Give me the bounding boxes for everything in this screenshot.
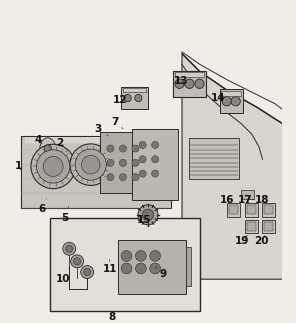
Circle shape [119,173,126,181]
Circle shape [83,268,91,276]
Circle shape [195,79,204,89]
Bar [220,89,243,113]
Text: 3: 3 [94,124,109,136]
Polygon shape [182,54,296,279]
Circle shape [63,242,76,255]
Bar [25,137,168,143]
Bar [241,190,254,199]
Text: 11: 11 [103,259,118,274]
Circle shape [139,141,146,149]
Circle shape [139,156,146,163]
Text: 13: 13 [174,76,189,86]
Circle shape [152,170,159,177]
Circle shape [136,251,146,261]
Circle shape [150,263,160,274]
Polygon shape [21,136,171,208]
Text: 4: 4 [34,135,42,145]
Bar [227,203,240,216]
Circle shape [107,173,114,181]
Circle shape [66,245,73,252]
Circle shape [107,145,114,152]
Circle shape [138,205,158,225]
Bar [247,222,256,231]
Text: 16: 16 [220,195,234,205]
Circle shape [222,97,231,106]
Bar [264,205,273,214]
Circle shape [136,263,146,274]
Bar [100,132,164,193]
Text: 12: 12 [113,95,128,105]
Bar [221,91,241,96]
Bar [132,129,178,201]
Circle shape [44,145,52,152]
Circle shape [121,263,132,274]
Text: 15: 15 [137,212,152,225]
Bar [186,247,191,287]
Circle shape [107,159,114,166]
Bar [262,203,275,216]
Bar [244,220,258,234]
Text: 8: 8 [109,311,119,322]
Bar [175,72,204,77]
Circle shape [132,159,139,166]
Bar [123,88,146,92]
Text: 9: 9 [155,267,167,279]
Circle shape [121,251,132,261]
Bar [264,222,273,231]
Text: 5: 5 [61,207,69,223]
Text: 10: 10 [56,268,70,284]
Bar [247,205,256,214]
Text: 2: 2 [56,138,67,152]
Circle shape [152,156,159,163]
Circle shape [81,155,100,174]
Circle shape [132,145,139,152]
Circle shape [124,95,131,102]
Text: 6: 6 [39,199,47,214]
Circle shape [81,266,94,278]
Circle shape [231,97,240,106]
Text: 1: 1 [15,162,22,172]
Circle shape [75,149,106,180]
Bar [118,240,186,294]
Bar [262,220,275,234]
Circle shape [70,144,112,185]
Text: 18: 18 [255,195,269,205]
Circle shape [135,95,142,102]
Circle shape [119,159,126,166]
Circle shape [119,145,126,152]
Circle shape [152,141,159,149]
Circle shape [139,170,146,177]
Text: 7: 7 [111,117,123,129]
Circle shape [150,251,160,261]
Circle shape [185,79,194,89]
Bar [121,87,148,109]
Bar [244,203,258,216]
Circle shape [43,156,63,176]
Text: 17: 17 [237,195,252,205]
Bar [173,71,206,97]
Text: 19: 19 [235,235,249,245]
Circle shape [175,79,184,89]
Circle shape [36,150,70,183]
Bar [229,205,238,214]
Ellipse shape [40,138,56,159]
Bar [189,138,239,179]
Bar [49,218,200,311]
Circle shape [31,144,75,189]
Circle shape [142,209,154,221]
Text: 20: 20 [255,235,269,245]
Text: 14: 14 [211,93,226,103]
Circle shape [73,258,81,265]
Circle shape [71,255,83,268]
Circle shape [132,173,139,181]
